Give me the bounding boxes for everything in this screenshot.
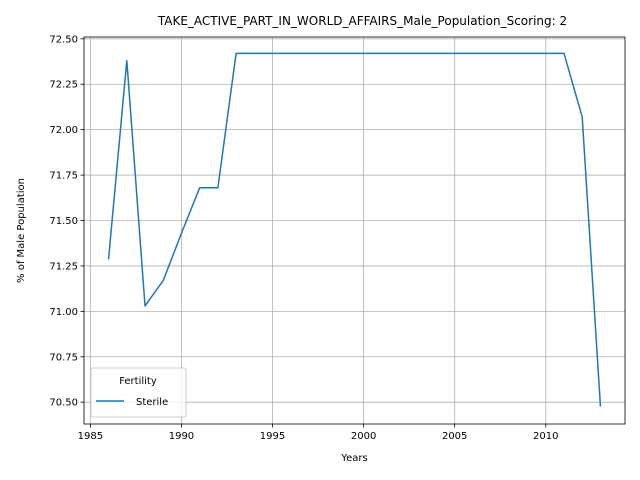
y-tick-label: 71.25 [49, 261, 78, 272]
y-tick-label: 72.25 [49, 80, 78, 91]
legend-box [90, 367, 187, 418]
series-line-sterile [107, 52, 602, 407]
y-tick-label: 71.75 [49, 171, 78, 182]
x-tick-label: 2000 [351, 431, 376, 442]
y-tick-label: 71.50 [49, 216, 78, 227]
y-axis-label: % of Male Population [16, 178, 27, 283]
x-tick-label: 1990 [169, 431, 194, 442]
x-axis-label: Years [340, 453, 367, 464]
series [107, 52, 602, 407]
chart-title: TAKE_ACTIVE_PART_IN_WORLD_AFFAIRS_Male_P… [157, 14, 567, 28]
legend: Fertility Sterile [90, 367, 187, 418]
x-tick-label: 1985 [78, 431, 103, 442]
y-tick-label: 70.50 [49, 398, 78, 409]
y-tick-label: 71.00 [49, 307, 78, 318]
x-tick-label: 2005 [442, 431, 467, 442]
axis-ticks: 1985 1990 1995 2000 2005 2010 70.50 70.75 71.00 7… [49, 34, 558, 442]
legend-label-sterile: Sterile [136, 397, 168, 408]
x-tick-label: 2010 [533, 431, 558, 442]
y-tick-label: 72.50 [49, 34, 78, 45]
y-tick-label: 70.75 [49, 352, 78, 363]
plot-frame [83, 36, 626, 425]
grid [84, 37, 625, 424]
x-tick-label: 1995 [260, 431, 285, 442]
y-tick-label: 72.00 [49, 125, 78, 136]
legend-title: Fertility [119, 376, 157, 387]
